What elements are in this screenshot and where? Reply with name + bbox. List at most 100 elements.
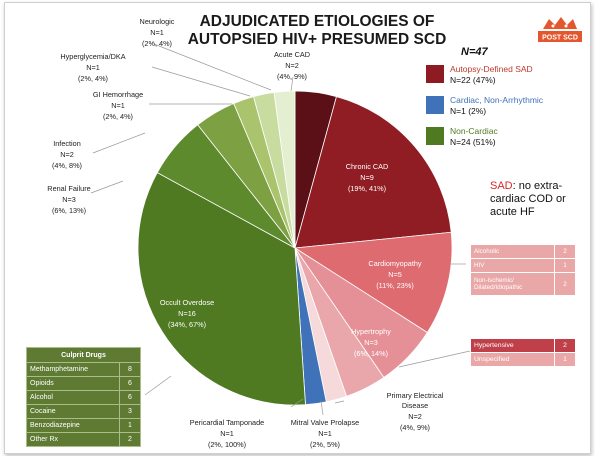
table-row: Opioids 6 [26, 376, 141, 391]
drug-count: 8 [119, 362, 141, 377]
legend-swatch-sad [426, 65, 444, 83]
hypertrophy-type: Hypertensive [470, 338, 555, 353]
total-n: N=47 [461, 46, 488, 58]
post-scd-logo: POST SCD [538, 17, 582, 42]
leader-renal-failure [90, 180, 124, 194]
legend-count-non-cardiac: N=24 (51%) [450, 137, 496, 147]
sad-note-key: SAD [490, 180, 513, 192]
label-infection-n: N=2 [60, 150, 74, 159]
leader-lines [90, 43, 471, 416]
label-dka-n: N=1 [86, 63, 100, 72]
drug-count: 2 [119, 432, 141, 447]
legend-swatch-cardiac-non-arrhythmic [426, 96, 444, 114]
sad-note-line1: : no extra- [513, 180, 563, 192]
label-chronic-cad-pct: (19%, 41%) [348, 184, 386, 193]
label-mvp-name: Mitral Valve Prolapse [291, 418, 359, 427]
legend-label-sad: Autopsy-Defined SAD [450, 64, 533, 74]
table-row: HIV 1 [470, 258, 576, 273]
table-row: Cocaine 3 [26, 404, 141, 419]
cardiomyopathy-type: Non-ischemic/ Dilated/Idiopathic [470, 272, 555, 296]
label-hypertrophy-n: N=3 [364, 338, 378, 347]
label-cardiomyopathy-pct: (11%, 23%) [376, 281, 414, 290]
cardiomyopathy-breakdown-table: Alcoholic 2 HIV 1 Non-ischemic/ Dilated/Id… [470, 244, 576, 296]
label-pvd-name-line1: Primary Electrical [387, 391, 444, 400]
table-row: Alcohol 6 [26, 390, 141, 405]
logo-text: POST SCD [542, 35, 578, 42]
label-cardiomyopathy-name: Cardiomyopathy [368, 259, 421, 268]
label-overdose-name: Occult Overdose [160, 298, 214, 307]
chart-title-line1: ADJUDICATED ETIOLOGIES OF [200, 13, 435, 30]
chart-title-line2: AUTOPSIED HIV+ PRESUMED SCD [188, 31, 447, 48]
drug-count: 1 [119, 418, 141, 433]
legend-label-cardiac-non-arrhythmic: Cardiac, Non-Arrhythmic [450, 95, 544, 105]
label-overdose-n: N=16 [178, 309, 196, 318]
slide: ADJUDICATED ETIOLOGIES OF AUTOPSIED HIV+… [4, 2, 591, 454]
leader-hypertrophy-table [398, 350, 471, 368]
label-renal-name: Renal Failure [47, 184, 90, 193]
table-row: Non-ischemic/ Dilated/Idiopathic 2 [470, 272, 576, 296]
drug-name: Opioids [26, 376, 120, 391]
leader-mvp [320, 400, 324, 416]
label-dka-name: Hyperglycemia/DKA [60, 52, 125, 61]
label-dka-pct: (2%, 4%) [78, 74, 108, 83]
culprit-drugs-title: Culprit Drugs [26, 347, 141, 363]
legend-count-sad: N=22 (47%) [450, 75, 496, 85]
table-row: Alcoholic 2 [470, 244, 576, 259]
label-infection-name: Infection [53, 139, 81, 148]
label-pvd-name-line2: Disease [402, 401, 428, 410]
label-gi-n: N=1 [111, 101, 125, 110]
cardiomyopathy-type: HIV [470, 258, 555, 273]
hypertrophy-count: 1 [554, 352, 576, 367]
label-hypertrophy-name: Hypertrophy [351, 327, 391, 336]
legend-label-non-cardiac: Non-Cardiac [450, 126, 498, 136]
pie-slice-cardiomyopathy [293, 231, 453, 334]
table-row: Benzodiazepine 1 [26, 418, 141, 433]
cardiomyopathy-type: Alcoholic [470, 244, 555, 259]
hypertrophy-count: 2 [554, 338, 576, 353]
legend-swatch-non-cardiac [426, 127, 444, 145]
table-row: Other Rx 2 [26, 432, 141, 447]
legend-count-cardiac-non-arrhythmic: N=1 (2%) [450, 106, 486, 116]
pie-slice-occult-overdose [137, 172, 306, 406]
leader-acute-cad [290, 76, 294, 92]
label-pvd-n: N=2 [408, 412, 422, 421]
drug-name: Benzodiazepine [26, 418, 120, 433]
hypertrophy-type: Unspecified [470, 352, 555, 367]
label-gi-pct: (2%, 4%) [103, 112, 133, 121]
drug-name: Alcohol [26, 390, 120, 405]
label-chronic-cad-n: N=9 [360, 173, 374, 182]
label-acute-cad-name: Acute CAD [274, 50, 310, 59]
pie-slice-chronic-cad [294, 96, 452, 249]
label-tamponade-name: Pericardial Tamponade [190, 418, 265, 427]
label-chronic-cad-name: Chronic CAD [346, 162, 389, 171]
label-tamponade-pct: (2%, 100%) [208, 440, 246, 449]
leader-hyperglycemia [151, 66, 251, 97]
label-mvp-pct: (2%, 5%) [310, 440, 340, 449]
leader-neurologic [153, 43, 272, 91]
hypertrophy-breakdown-table: Hypertensive 2 Unspecified 1 [470, 338, 576, 367]
label-neurologic-n: N=1 [150, 28, 164, 37]
sad-note-line2: cardiac COD or [490, 193, 566, 205]
culprit-drugs-table: Culprit Drugs Methamphetamine 8 Opioids 6 … [26, 347, 141, 447]
slice-labels: Acute CAD N=2 (4%, 9%) Chronic CAD N=9 (… [47, 17, 443, 449]
label-renal-pct: (6%, 13%) [52, 206, 86, 215]
drug-count: 6 [119, 376, 141, 391]
label-renal-n: N=3 [62, 195, 76, 204]
table-row: Methamphetamine 8 [26, 362, 141, 377]
leader-pvd [334, 400, 345, 404]
leader-culprit-drugs [144, 375, 172, 396]
label-acute-cad-n: N=2 [285, 61, 299, 70]
label-neurologic-pct: (2%, 4%) [142, 39, 172, 48]
label-neurologic-name: Neurologic [140, 17, 175, 26]
drug-name: Cocaine [26, 404, 120, 419]
cardiomyopathy-count: 2 [554, 272, 576, 296]
table-row: Hypertensive 2 [470, 338, 576, 353]
svg-text:SAD: no extra-: SAD: no extra- [490, 180, 562, 192]
drug-count: 3 [119, 404, 141, 419]
sad-definition-note: SAD: no extra- cardiac COD or acute HF [490, 180, 566, 218]
sad-note-line3: acute HF [490, 206, 535, 218]
label-hypertrophy-pct: (6%, 14%) [354, 349, 388, 358]
leader-infection [92, 132, 146, 154]
label-mvp-n: N=1 [318, 429, 332, 438]
drug-name: Other Rx [26, 432, 120, 447]
